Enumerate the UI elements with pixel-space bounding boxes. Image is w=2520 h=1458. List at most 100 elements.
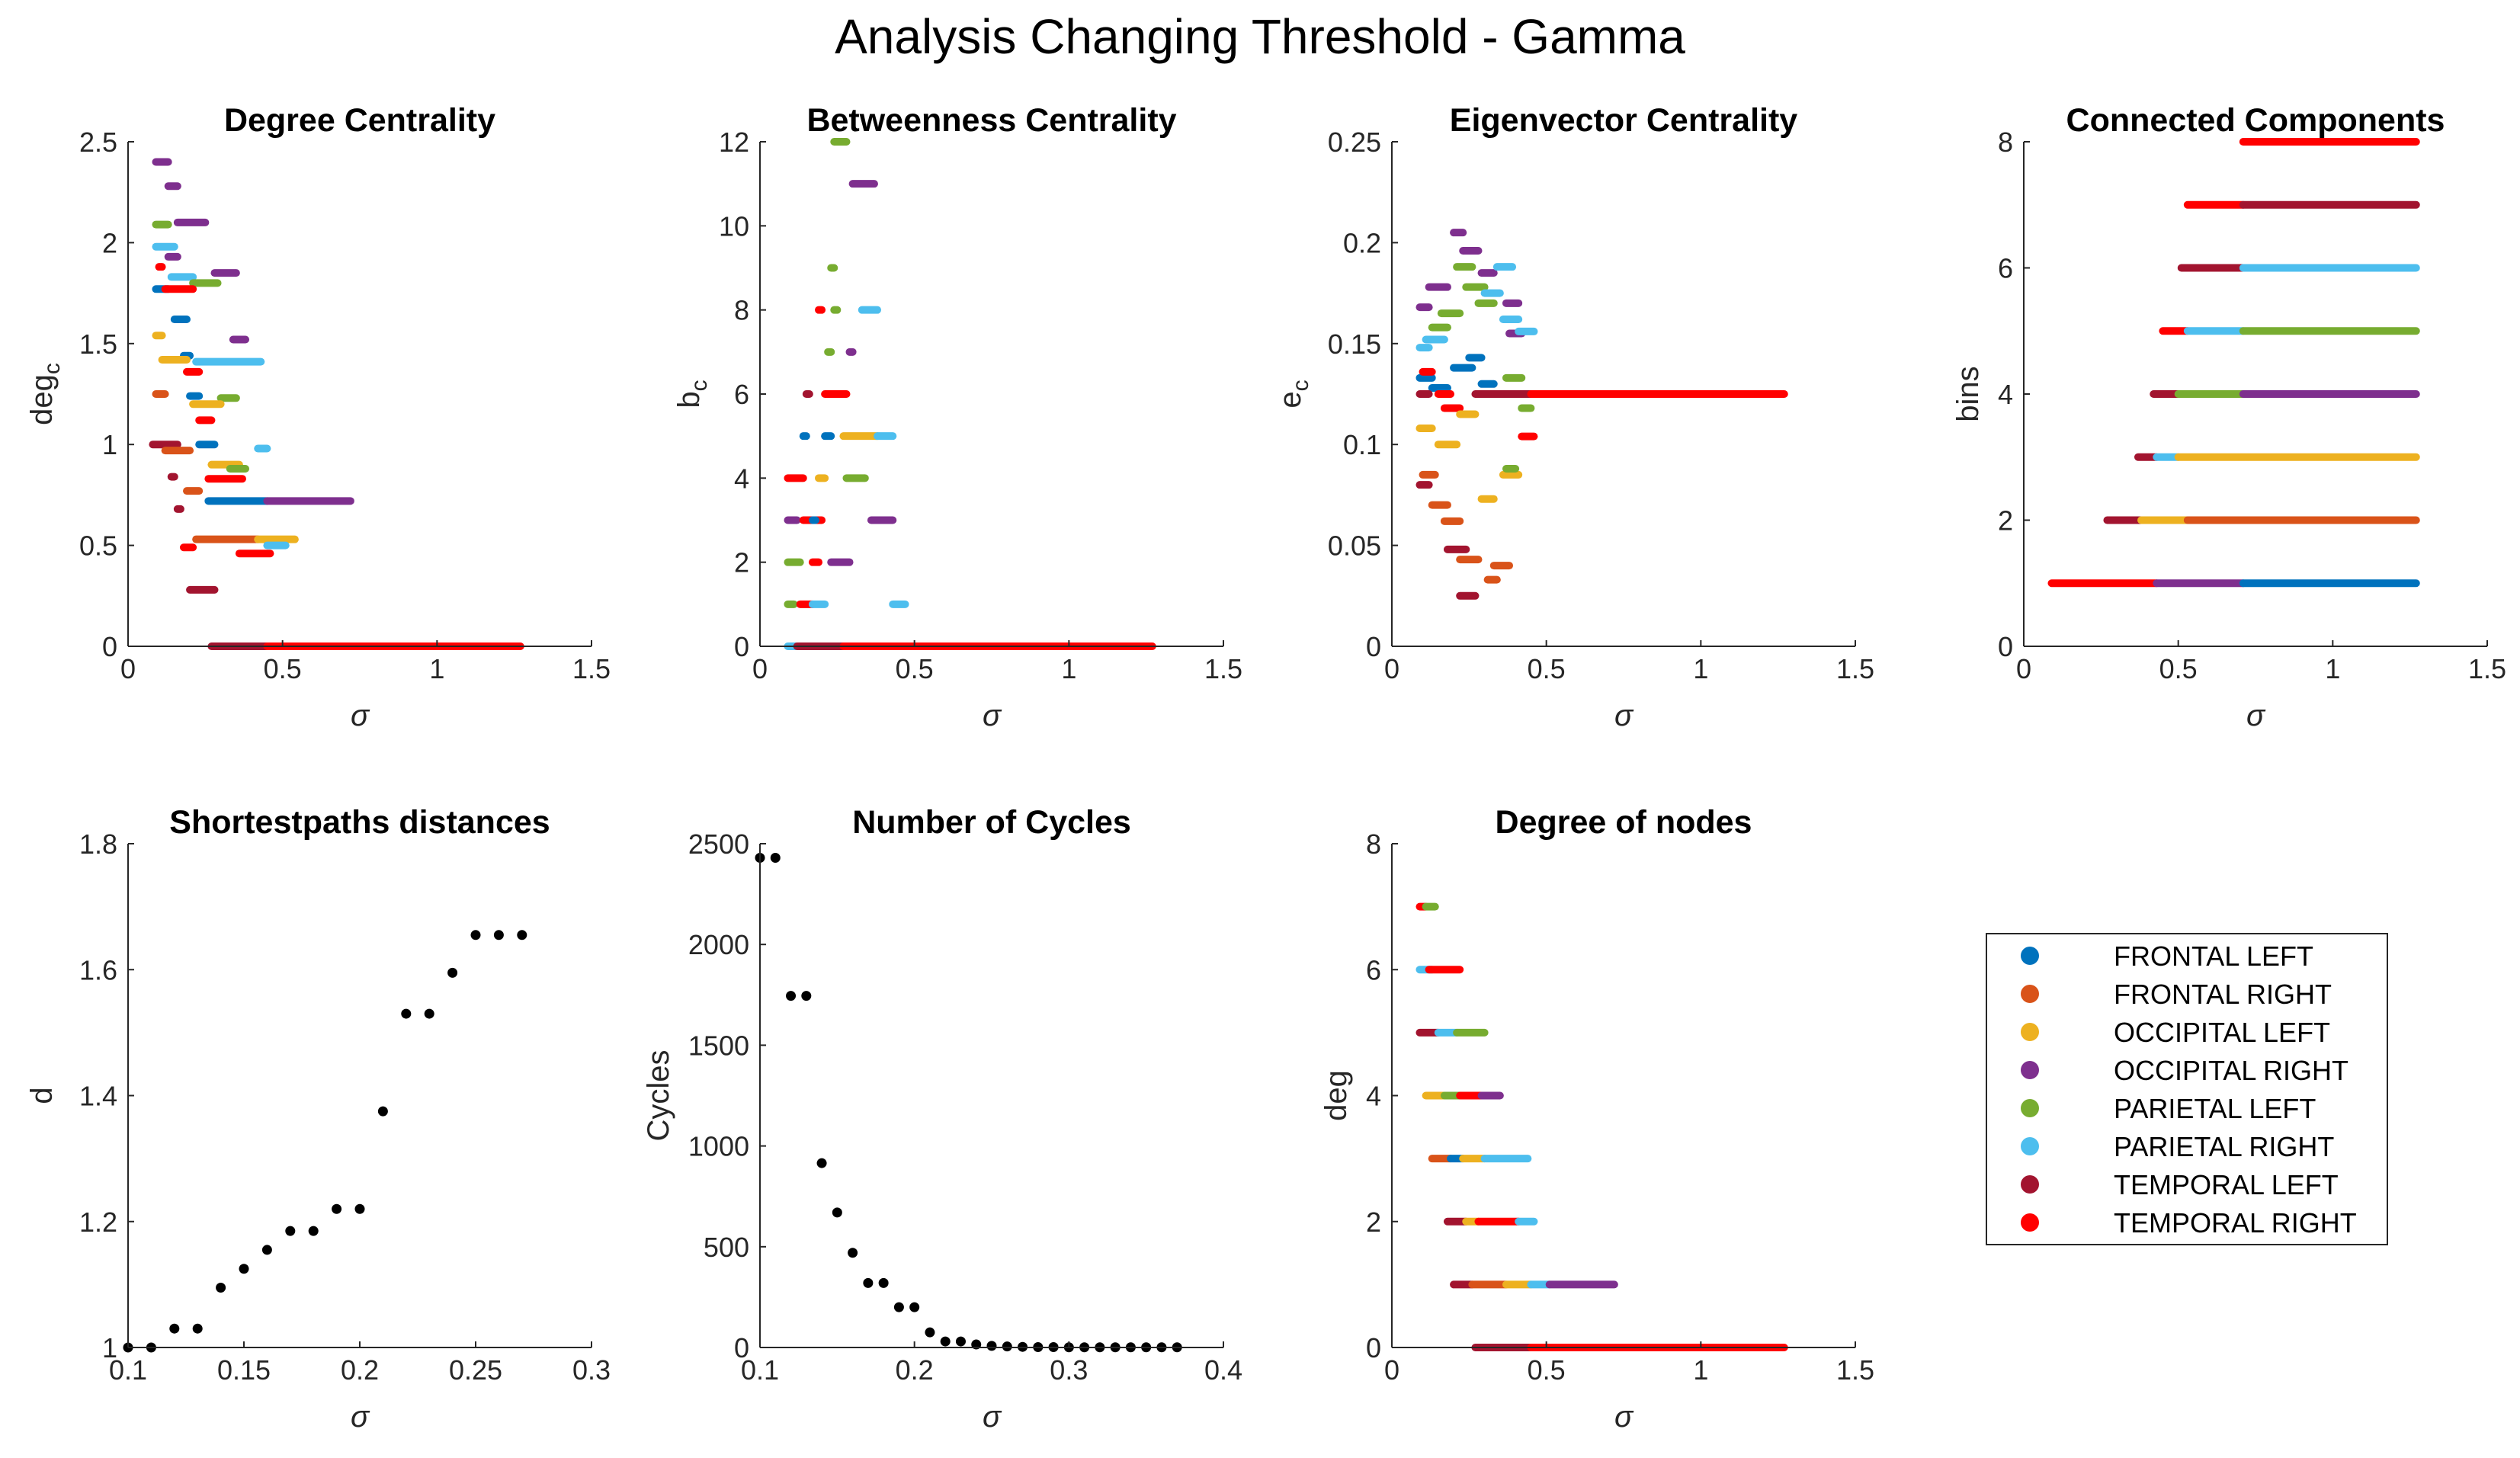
data-point [354,1203,365,1214]
x-axis-label: σ [351,699,370,732]
data-point [216,1283,226,1293]
data-point [192,1323,203,1334]
y-axis-label-subscript: c [687,380,712,391]
y-tick-label: 8 [734,295,749,326]
legend-marker [2021,947,2039,965]
y-axis-label-main: deg [25,374,59,425]
data-point [893,1302,904,1312]
y-tick-label: 1.6 [79,954,117,985]
betweenness-centrality-chart: Betweenness Centrality 0 0.5 1 1.5 0 2 4 6 8 10 12 σ… [672,102,1242,732]
x-axis-label: σ [2246,699,2266,732]
data-point [169,1323,180,1334]
legend-item: FRONTAL LEFT [2021,940,2313,972]
data-point [493,930,504,940]
y-tick-label: 500 [704,1232,749,1263]
y-axis-label-subscript: c [1288,380,1313,391]
y-axis-label-main: bins [1951,366,1985,421]
data-point [377,1106,388,1117]
data-point [955,1336,966,1347]
y-axis-label-subscript: c [40,363,65,374]
x-tick-label: 0 [1384,653,1399,684]
data-point [424,1008,434,1019]
y-tick-label: 2.5 [79,127,117,158]
x-tick-label: 1.5 [1836,653,1874,684]
y-axis-label: ec [1274,380,1313,408]
data-point [308,1226,319,1236]
y-tick-label: 0.1 [1343,429,1381,460]
x-tick-label: 0 [120,653,136,684]
x-tick-label: 1.5 [1836,1354,1874,1386]
legend-label: FRONTAL LEFT [2114,940,2313,972]
y-tick-label: 2 [1998,505,2013,537]
data-point [786,991,797,1001]
y-tick-label: 2 [1366,1206,1381,1238]
legend-marker [2021,1137,2039,1155]
x-tick-label: 0.5 [896,653,934,684]
y-axis-label: degc [25,363,65,425]
data-point [1002,1341,1012,1352]
y-axis-label: d [25,1087,59,1104]
chart-title: Connected Components [2066,102,2445,139]
y-tick-label: 1 [102,1332,117,1363]
y-tick-label: 1.2 [79,1206,117,1238]
x-tick-label: 1.5 [1204,653,1242,684]
y-tick-label: 8 [1366,828,1381,860]
x-tick-label: 0.15 [217,1354,271,1386]
y-tick-label: 1 [102,429,117,460]
x-axis-label: σ [983,1400,1002,1434]
y-tick-label: 4 [734,463,749,494]
y-axis-label-main: b [672,391,706,408]
y-tick-label: 0 [1366,631,1381,662]
y-tick-label: 2500 [688,828,749,860]
x-tick-label: 0.2 [341,1354,379,1386]
shortestpaths-distances-chart: Shortestpaths distances 0.1 0.15 0.2 0.25 0.3… [25,804,611,1434]
legend-label: PARIETAL LEFT [2114,1093,2316,1124]
y-tick-label: 12 [719,127,749,158]
y-tick-label: 4 [1998,379,2013,410]
y-tick-label: 10 [719,210,749,242]
legend-marker [2021,1023,2039,1041]
legend-item: OCCIPITAL RIGHT [2021,1055,2348,1086]
data-point [878,1277,889,1288]
y-tick-label: 0 [1998,631,2013,662]
y-tick-label: 1.8 [79,828,117,860]
x-tick-label: 0.25 [449,1354,502,1386]
y-axis-label-main: Cycles [642,1049,675,1141]
x-tick-label: 0.5 [1528,1354,1566,1386]
number-of-cycles-chart: Number of Cycles 0.1 0.2 0.3 0.4 0 500 1000 1500… [642,804,1242,1434]
legend-label: OCCIPITAL RIGHT [2114,1055,2348,1086]
y-tick-label: 1.5 [79,328,117,360]
x-tick-label: 0 [1384,1354,1399,1386]
degree-of-nodes-chart: Degree of nodes 0 0.5 1 1.5 0 2 4 6 8 σ deg [1319,804,1874,1434]
x-tick-label: 1.5 [2468,653,2506,684]
data-marks [123,930,527,1353]
eigenvector-centrality-chart: Eigenvector Centrality 0 0.5 1 1.5 0 0.05 0.1 0.… [1274,102,1874,732]
y-tick-label: 6 [1998,253,2013,284]
legend-label: OCCIPITAL LEFT [2114,1017,2330,1048]
y-tick-label: 6 [1366,954,1381,985]
data-point [940,1336,951,1347]
x-tick-label: 1 [2325,653,2340,684]
connected-components-chart: Connected Components 0 0.5 1 1.5 0 2 4 6 8 σ bins [1951,102,2506,732]
x-tick-label: 0 [752,653,768,684]
x-axis-label: σ [983,699,1002,732]
x-tick-label: 0.2 [896,1354,934,1386]
legend-item: TEMPORAL RIGHT [2021,1207,2357,1238]
legend-item: OCCIPITAL LEFT [2021,1017,2330,1048]
y-axis-label: bins [1951,366,1985,421]
y-axis-label-main: d [25,1087,59,1104]
x-tick-label: 1 [1693,653,1708,684]
x-tick-label: 0.5 [1528,653,1566,684]
x-tick-label: 0.1 [109,1354,147,1386]
data-point [239,1264,249,1274]
legend-item: TEMPORAL LEFT [2021,1169,2339,1200]
data-marks [1415,229,1788,600]
legend-label: FRONTAL RIGHT [2114,979,2332,1010]
y-axis-label-main: deg [1319,1070,1353,1121]
legend-box [1986,933,2388,1245]
data-point [863,1277,874,1288]
y-tick-label: 1500 [688,1030,749,1061]
data-point [801,991,812,1001]
